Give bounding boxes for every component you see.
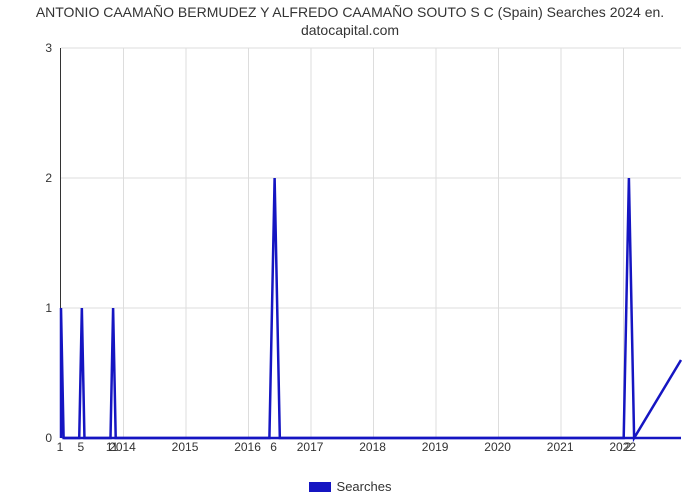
- y-tick-label: 0: [12, 431, 52, 445]
- x-tick-year: 2020: [484, 440, 511, 454]
- x-tick-minor: 2: [625, 440, 632, 454]
- chart-title: ANTONIO CAAMAÑO BERMUDEZ Y ALFREDO CAAMA…: [0, 4, 700, 39]
- x-tick-year: 2015: [172, 440, 199, 454]
- x-tick-year: 2017: [297, 440, 324, 454]
- plot-svg: [61, 48, 681, 438]
- legend: Searches: [0, 478, 700, 494]
- gridlines: [61, 48, 681, 438]
- plot-area: [60, 48, 680, 438]
- x-tick-year: 2019: [422, 440, 449, 454]
- x-tick-minor: 11: [106, 440, 118, 454]
- y-tick-label: 2: [12, 171, 52, 185]
- title-line-1: ANTONIO CAAMAÑO BERMUDEZ Y ALFREDO CAAMA…: [36, 4, 664, 20]
- y-tick-label: 3: [12, 41, 52, 55]
- x-tick-year: 2016: [234, 440, 261, 454]
- x-tick-minor: 6: [270, 440, 277, 454]
- y-tick-label: 1: [12, 301, 52, 315]
- x-tick-minor: 5: [77, 440, 84, 454]
- x-tick-year: 2021: [547, 440, 574, 454]
- legend-label: Searches: [337, 479, 392, 494]
- x-tick-year: 2018: [359, 440, 386, 454]
- x-tick-minor: 1: [57, 440, 64, 454]
- chart-container: ANTONIO CAAMAÑO BERMUDEZ Y ALFREDO CAAMA…: [0, 0, 700, 500]
- title-line-2: datocapital.com: [301, 22, 399, 38]
- x-tick-year: 2022: [609, 440, 636, 454]
- legend-swatch: [309, 482, 331, 492]
